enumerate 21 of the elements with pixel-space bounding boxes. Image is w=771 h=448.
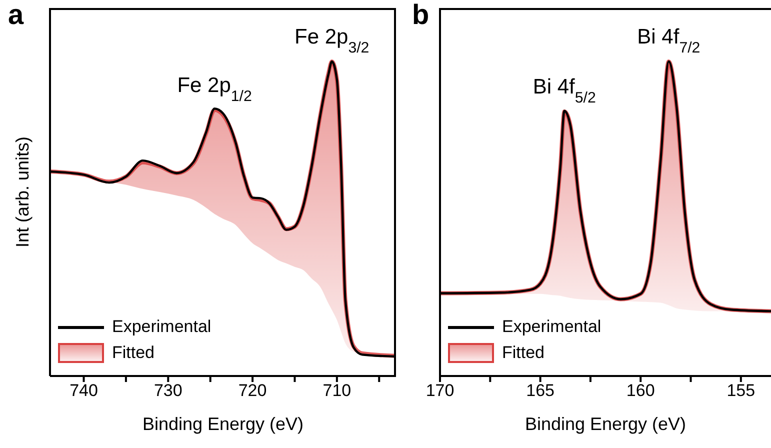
y-axis-title: Int (arb. units) [12,136,32,248]
text: a [8,0,24,30]
x-tick-label: 710 [322,381,352,400]
x-tick-label: 740 [70,381,98,400]
x-tick-label: 720 [238,381,267,400]
legend-label: Fitted [112,342,155,364]
x-tick-label: 160 [626,381,655,400]
legend-label: Experimental [112,316,212,338]
annotation: Fe 2p$_{3/2}$ [294,25,370,56]
annotation: Bi 4f$_{5/2}$ [532,75,596,106]
text: b [412,0,430,30]
x-tick-label: 165 [526,381,554,400]
annotation: Fe 2p$_{1/2}$ [177,74,252,104]
x-tick-label: 170 [426,381,454,400]
x-tick-label: 730 [154,381,182,400]
x-axis-title: Binding Energy (eV) [524,414,686,434]
annotation: Bi 4f$_{7/2}$ [637,25,700,56]
x-axis-title: Binding Energy (eV) [142,414,304,434]
legend-label: Experimental [502,316,602,338]
x-tick-label: 155 [726,381,756,400]
legend-label: Fitted [502,342,545,364]
